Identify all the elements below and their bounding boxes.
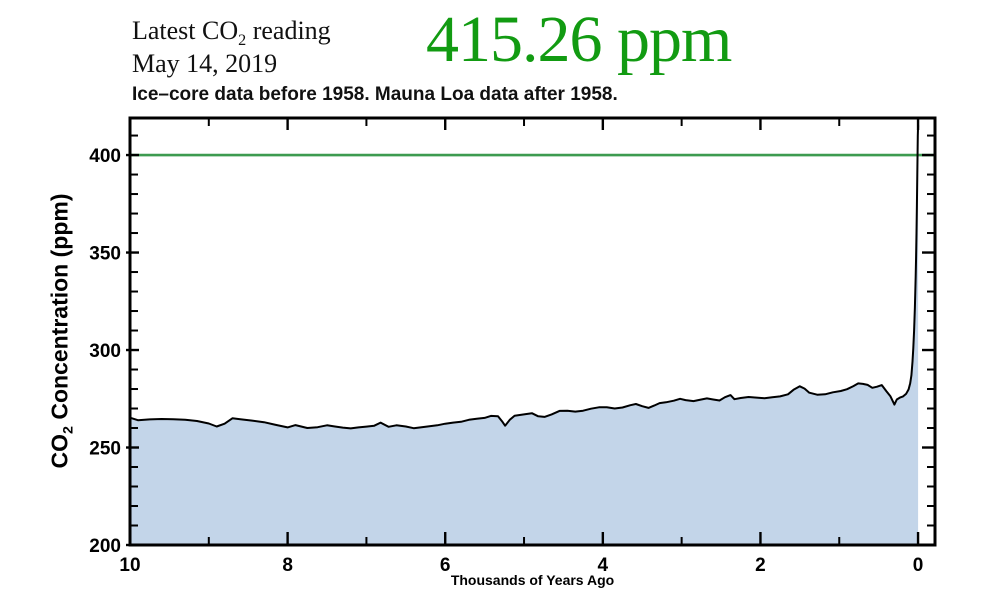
chart-subtitle: Ice–core data before 1958. Mauna Loa dat…: [132, 84, 618, 105]
latest-reading-label-post: reading: [246, 16, 331, 45]
x-axis-title: Thousands of Years Ago: [450, 572, 615, 588]
y-tick-label: 400: [89, 146, 121, 167]
x-tick-label: 0: [913, 555, 924, 576]
y-tick-label: 200: [89, 536, 121, 557]
co2-curve: [129, 125, 920, 430]
co2-area-fill: [130, 125, 919, 546]
reading-date: May 14, 2019: [132, 49, 278, 78]
current-co2-reading: 415.26 ppm: [426, 3, 732, 76]
co2-subscript: 2: [238, 31, 247, 49]
y-tick-label: 250: [89, 439, 121, 460]
x-tick-label: 2: [755, 555, 766, 576]
x-tick-label: 4: [598, 555, 609, 576]
y-tick-label: 300: [89, 341, 121, 362]
x-tick-label: 6: [440, 555, 451, 576]
latest-reading-label-pre: Latest CO: [132, 16, 239, 45]
x-tick-label: 8: [282, 555, 293, 576]
x-tick-label: 10: [119, 555, 140, 576]
latest-reading-label: Latest CO2 reading: [132, 16, 331, 49]
y-tick-label: 350: [89, 244, 121, 265]
